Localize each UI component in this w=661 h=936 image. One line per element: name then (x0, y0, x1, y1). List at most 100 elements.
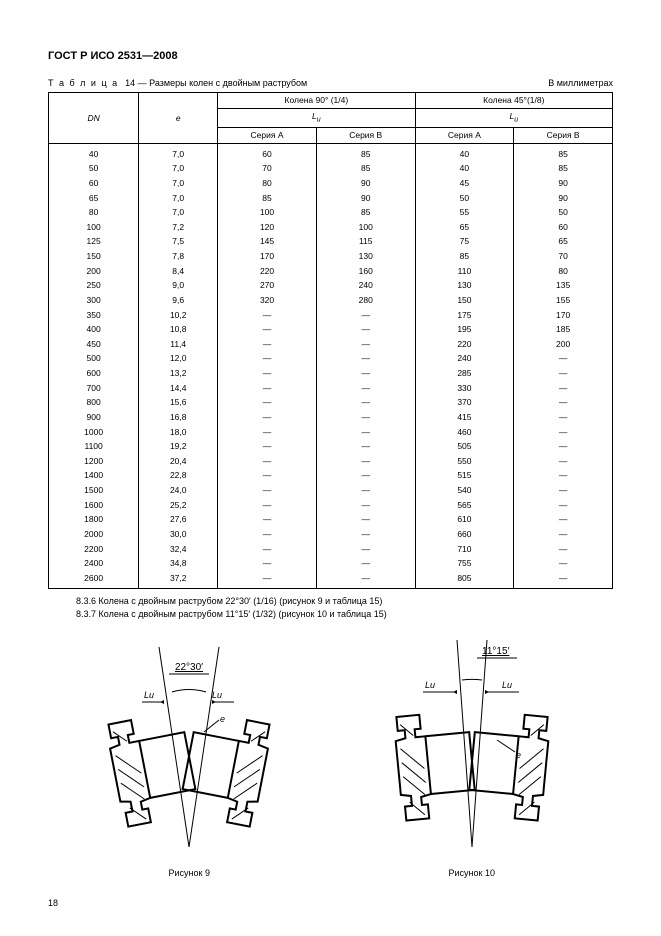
table-cell: — (316, 542, 415, 557)
table-number: 14 (125, 78, 135, 88)
table-cell: 15,6 (139, 395, 218, 410)
table-cell: 350 (49, 308, 139, 323)
table-cell: — (316, 527, 415, 542)
table-cell: — (514, 425, 613, 440)
units-label: В миллиметрах (548, 78, 613, 88)
svg-text:Lu: Lu (144, 690, 154, 700)
table-cell: — (514, 556, 613, 571)
table-cell: — (218, 410, 317, 425)
table-cell: 1400 (49, 468, 139, 483)
table-cell: 40 (415, 161, 514, 176)
table-cell: 565 (415, 498, 514, 513)
table-cell: 85 (218, 191, 317, 206)
table-cell: — (316, 498, 415, 513)
table-row: 200030,0——660— (49, 527, 613, 542)
table-row: 407,060854085 (49, 143, 613, 161)
svg-text:Lu: Lu (212, 690, 222, 700)
table-cell: 240 (415, 351, 514, 366)
table-row: 45011,4——220200 (49, 337, 613, 352)
table-cell: 500 (49, 351, 139, 366)
table-row: 1257,51451157565 (49, 234, 613, 249)
table-cell: 8,4 (139, 264, 218, 279)
table-cell: — (316, 468, 415, 483)
page: ГОСТ Р ИСО 2531—2008 Т а б л и ц а 14 — … (0, 0, 661, 936)
table-cell: — (316, 454, 415, 469)
table-row: 140022,8——515— (49, 468, 613, 483)
table-cell: 45 (415, 176, 514, 191)
table-cell: 90 (316, 191, 415, 206)
table-cell: — (218, 395, 317, 410)
doc-title: ГОСТ Р ИСО 2531—2008 (48, 50, 613, 62)
table-cell: 170 (218, 249, 317, 264)
figures-row: 22°30′ Lu Lu (48, 632, 613, 878)
table-cell: 120 (218, 220, 317, 235)
table-cell: 130 (316, 249, 415, 264)
table-word: Т а б л и ц а (48, 78, 119, 88)
table-cell: 2000 (49, 527, 139, 542)
table-cell: 85 (514, 161, 613, 176)
table-cell: 12,0 (139, 351, 218, 366)
table-cell: 65 (514, 234, 613, 249)
table-cell: — (514, 366, 613, 381)
header-series-a-45: Серия А (415, 128, 514, 144)
table-cell: 90 (514, 176, 613, 191)
svg-text:e: e (516, 750, 521, 760)
table-cell: 710 (415, 542, 514, 557)
table-cell: 135 (514, 278, 613, 293)
table-cell: 505 (415, 439, 514, 454)
table-cell: — (514, 351, 613, 366)
table-cell: 40 (415, 143, 514, 161)
table-row: 240034,8——755— (49, 556, 613, 571)
table-cell: 660 (415, 527, 514, 542)
table-cell: 610 (415, 512, 514, 527)
table-cell: 900 (49, 410, 139, 425)
dimensions-table: DN e Колена 90° (1/4) Колена 45°(1/8) Lu… (48, 92, 613, 589)
table-cell: — (218, 308, 317, 323)
table-cell: 240 (316, 278, 415, 293)
table-caption: Т а б л и ц а 14 — Размеры колен с двойн… (48, 78, 613, 88)
note-836: 8.3.6 Колена с двойным раструбом 22°30′ … (76, 595, 613, 607)
table-cell: 1200 (49, 454, 139, 469)
table-cell: 70 (514, 249, 613, 264)
table-cell: 22,8 (139, 468, 218, 483)
table-cell: 7,0 (139, 176, 218, 191)
svg-text:Lu: Lu (425, 680, 435, 690)
table-cell: — (218, 527, 317, 542)
table-cell: 145 (218, 234, 317, 249)
table-cell: 24,0 (139, 483, 218, 498)
header-lu-45: Lu (415, 108, 612, 127)
table-cell: 175 (415, 308, 514, 323)
table-cell: 220 (218, 264, 317, 279)
table-row: 90016,8——415— (49, 410, 613, 425)
table-cell: — (514, 483, 613, 498)
table-cell: — (218, 483, 317, 498)
header-col90: Колена 90° (1/4) (218, 93, 415, 109)
table-row: 1007,21201006560 (49, 220, 613, 235)
table-cell: — (514, 410, 613, 425)
table-row: 2509,0270240130135 (49, 278, 613, 293)
table-row: 220032,4——710— (49, 542, 613, 557)
table-cell: — (218, 381, 317, 396)
table-row: 507,070854085 (49, 161, 613, 176)
table-cell: 85 (316, 143, 415, 161)
table-cell: — (514, 512, 613, 527)
table-cell: — (218, 556, 317, 571)
table-row: 260037,2——805— (49, 571, 613, 589)
table-cell: 2400 (49, 556, 139, 571)
table-cell: 220 (415, 337, 514, 352)
table-cell: 85 (316, 205, 415, 220)
table-row: 180027,6——610— (49, 512, 613, 527)
table-cell: 20,4 (139, 454, 218, 469)
table-cell: — (218, 425, 317, 440)
table-cell: 100 (49, 220, 139, 235)
notes: 8.3.6 Колена с двойным раструбом 22°30′ … (48, 595, 613, 619)
table-cell: 27,6 (139, 512, 218, 527)
table-cell: 60 (514, 220, 613, 235)
table-row: 40010,8——195185 (49, 322, 613, 337)
table-row: 1507,81701308570 (49, 249, 613, 264)
header-series-a-90: Серия А (218, 128, 317, 144)
table-cell: — (316, 351, 415, 366)
svg-text:11°15′: 11°15′ (482, 646, 510, 657)
table-cell: 320 (218, 293, 317, 308)
table-cell: 60 (218, 143, 317, 161)
